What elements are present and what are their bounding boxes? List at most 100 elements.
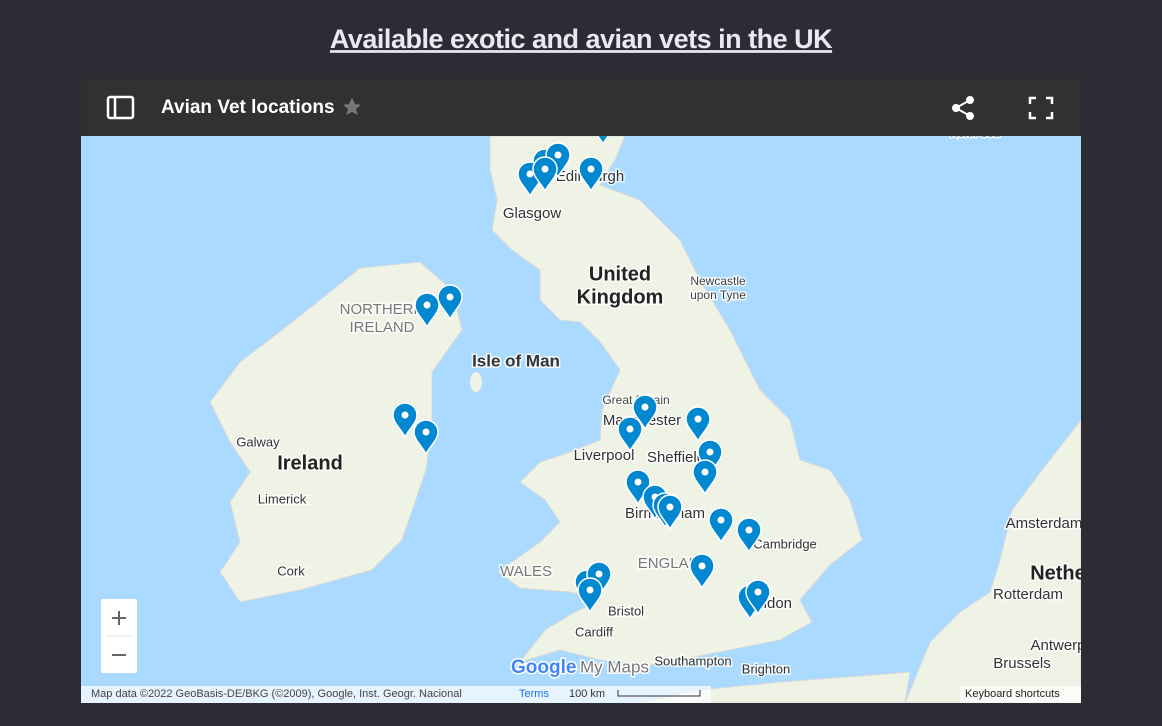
vet-marker[interactable] <box>532 156 558 193</box>
attribution-bar <box>81 686 711 703</box>
logo-google: Google <box>511 657 576 678</box>
place-label: Limerick <box>258 491 307 506</box>
marker-pin <box>685 406 711 443</box>
marker-dot <box>554 151 562 159</box>
place-label: Southampton <box>654 653 731 668</box>
marker-pin <box>708 507 734 544</box>
marker-dot <box>587 165 595 173</box>
marker-dot <box>717 516 725 524</box>
marker-pin <box>596 136 610 146</box>
place-label: Sheffield <box>647 449 705 466</box>
marker-pin <box>617 416 643 453</box>
place-label: NORTHERN <box>340 301 425 318</box>
land-isle-of-man <box>470 372 482 392</box>
place-label: Cambridge <box>753 536 817 551</box>
shortcuts-bar <box>960 686 1081 703</box>
marker-dot <box>701 468 709 476</box>
marker-pin <box>437 284 463 321</box>
place-label: Brussels <box>993 655 1051 672</box>
marker-dot <box>706 448 714 456</box>
land-britain <box>489 136 863 666</box>
place-label: Liverpool <box>574 447 635 464</box>
fullscreen-icon[interactable] <box>1028 96 1054 120</box>
marker-dot <box>641 403 649 411</box>
marker-pin <box>392 402 418 439</box>
map-title: Avian Vet locations <box>161 97 335 118</box>
marker-pin <box>632 394 658 431</box>
place-label: Glasgow <box>503 205 562 222</box>
scale-label: 100 km <box>569 688 605 700</box>
vet-marker[interactable] <box>657 494 683 531</box>
place-label: Rotterdam <box>993 586 1063 603</box>
sidebar-toggle[interactable] <box>106 95 135 120</box>
marker-dot <box>446 293 454 301</box>
logo-mymaps: My Maps <box>580 657 649 676</box>
vet-marker[interactable] <box>736 517 762 554</box>
marker-pin <box>745 579 771 616</box>
place-label: Brighton <box>742 661 790 676</box>
place-label: Kingdom <box>577 286 664 308</box>
marker-dot <box>694 415 702 423</box>
marker-dot <box>595 570 603 578</box>
page-title[interactable]: Available exotic and avian vets in the U… <box>330 24 834 54</box>
place-label: IRELAND <box>349 319 414 336</box>
zoom-control[interactable] <box>101 599 137 673</box>
place-label: Cork <box>277 563 305 578</box>
vet-marker[interactable] <box>617 416 643 453</box>
vet-marker[interactable] <box>692 459 718 496</box>
marker-dot <box>634 478 642 486</box>
place-label: North Sea <box>950 128 1000 140</box>
star-icon[interactable] <box>343 98 361 115</box>
marker-dot <box>626 425 634 433</box>
marker-dot <box>526 170 534 178</box>
place-label: Bristol <box>608 603 644 618</box>
share-icon[interactable] <box>952 96 974 120</box>
place-label: Amsterdam <box>1006 515 1083 532</box>
vet-marker[interactable] <box>577 577 603 614</box>
marker-dot <box>666 503 674 511</box>
place-label: Netherlands <box>1030 562 1146 584</box>
marker-dot <box>541 165 549 173</box>
vet-marker[interactable] <box>685 406 711 443</box>
place-label: upon Tyne <box>690 288 746 302</box>
marker-pin <box>657 494 683 531</box>
place-label: Antwerp <box>1030 637 1085 654</box>
place-label: Galway <box>236 434 280 449</box>
marker-dot <box>422 428 430 436</box>
place-label: Cardiff <box>575 624 613 639</box>
vet-marker[interactable] <box>689 553 715 590</box>
marker-pin <box>414 292 440 329</box>
land-europe <box>904 419 1081 703</box>
marker-dot <box>423 301 431 309</box>
marker-pin <box>577 577 603 614</box>
vet-marker[interactable] <box>392 402 418 439</box>
place-label: Ireland <box>277 452 343 474</box>
vet-marker[interactable] <box>413 419 439 456</box>
marker-pin <box>736 517 762 554</box>
marker-pin <box>692 459 718 496</box>
vet-marker[interactable] <box>437 284 463 321</box>
marker-dot <box>754 588 762 596</box>
marker-pin <box>413 419 439 456</box>
vet-marker[interactable] <box>414 292 440 329</box>
marker-dot <box>586 586 594 594</box>
marker-dot <box>745 526 753 534</box>
terms-link[interactable]: Terms <box>519 688 549 700</box>
vet-marker[interactable] <box>591 110 615 146</box>
vet-marker[interactable] <box>578 156 604 193</box>
marker-pin <box>689 553 715 590</box>
marker-pin <box>578 156 604 193</box>
marker-dot <box>401 411 409 419</box>
vet-marker[interactable] <box>745 579 771 616</box>
place-label: Isle of Man <box>472 351 560 370</box>
vet-marker[interactable] <box>632 394 658 431</box>
attribution: Map data ©2022 GeoBasis-DE/BKG (©2009), … <box>91 688 462 700</box>
marker-pin <box>532 156 558 193</box>
marker-dot <box>698 562 706 570</box>
place-label: WALES <box>500 563 552 580</box>
map[interactable]: North SeaEdinburghGlasgowUnitedKingdomNe… <box>81 110 1146 703</box>
vet-marker[interactable] <box>708 507 734 544</box>
keyboard-shortcuts[interactable]: Keyboard shortcuts <box>965 688 1060 700</box>
